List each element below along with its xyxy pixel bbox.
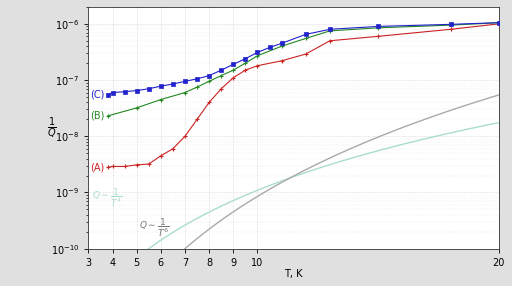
Text: $Q\sim\dfrac{1}{T^4}$: $Q\sim\dfrac{1}{T^4}$	[92, 187, 123, 209]
Text: (C): (C)	[90, 90, 104, 100]
Text: $\frac{1}{Q}$: $\frac{1}{Q}$	[47, 115, 56, 140]
Text: (A): (A)	[90, 162, 104, 172]
X-axis label: T, K: T, K	[284, 269, 303, 279]
Text: (B): (B)	[90, 111, 104, 121]
Text: $Q\sim\dfrac{1}{T^6}$: $Q\sim\dfrac{1}{T^6}$	[139, 217, 169, 239]
